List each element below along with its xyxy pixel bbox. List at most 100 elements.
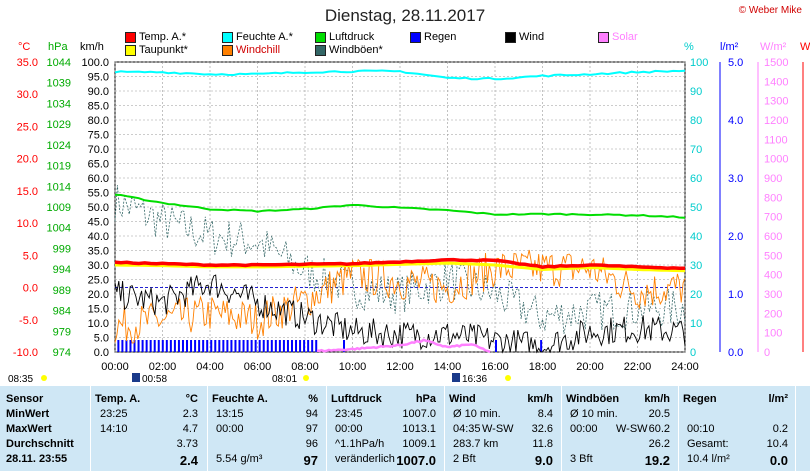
tick-label-humidity: 90 (690, 86, 702, 98)
tick-label-humidity: 80 (690, 115, 702, 127)
tick-label-wind: 35.0 (88, 246, 109, 258)
tick-label-wind: 45.0 (88, 217, 109, 229)
legend-rain: Regen (410, 31, 456, 43)
temp-time: 14:10 (100, 423, 128, 435)
header-temp-unit: °C (185, 393, 198, 405)
tick-label-wind: 55.0 (88, 188, 109, 200)
wind-info: Ø 10 min. (453, 408, 501, 420)
tick-label-pressure: 1029 (47, 119, 71, 131)
tick-label-wind: 40.0 (88, 231, 109, 243)
tick-label-solar: 1200 (764, 115, 788, 127)
pressure-time: 23:45 (335, 408, 363, 420)
temp-value: 4.7 (182, 423, 198, 435)
rain-bar (177, 340, 180, 352)
rain-bar (145, 340, 148, 352)
tick-label-wind: 15.0 (88, 304, 109, 316)
tick-label-solar: 700 (764, 212, 782, 224)
rain-bar (315, 340, 318, 352)
rain-value: 0.2 (772, 423, 788, 435)
temp-value: 2.4 (179, 453, 198, 468)
rain-bar (190, 340, 193, 352)
rain-bar (282, 340, 285, 352)
sun-icon (303, 375, 309, 381)
stats-table: Sensor Temp. A. °C Feuchte A.% Luftdruck hPa W… (0, 386, 810, 471)
rain-bar (286, 340, 289, 352)
legend-swatch (315, 31, 326, 43)
header-rain-unit: l/m² (768, 393, 788, 405)
tick-label-pressure: 1014 (47, 181, 71, 193)
rain-bar (206, 340, 209, 352)
tick-label-temp: 10.0 (17, 218, 38, 230)
tick-label-temp: -5.0 (19, 315, 38, 327)
rain-bar (149, 340, 152, 352)
tick-label-pressure: 984 (53, 306, 71, 318)
rain-bar (202, 340, 205, 352)
legend-label: Solar (612, 31, 638, 43)
rain-bar (254, 340, 257, 352)
series-line-windchill (114, 249, 686, 344)
rain-bar (230, 340, 233, 352)
rain-bar (246, 340, 249, 352)
tick-label-rain: 5.0 (728, 57, 743, 69)
rain-bar (307, 340, 310, 352)
tick-label-temp: 25.0 (17, 121, 38, 133)
tick-label-solar: 800 (764, 192, 782, 204)
tick-label-pressure: 979 (53, 326, 71, 338)
x-tick-label: 06:00 (244, 361, 272, 373)
tick-label-pressure: 999 (53, 243, 71, 255)
tick-label-wind: 5.0 (94, 333, 109, 345)
axis-unit-pressure: hPa (48, 41, 68, 53)
tick-label-humidity: 20 (690, 289, 702, 301)
table-column-separator (444, 386, 445, 471)
tick-label-solar: 500 (764, 250, 782, 262)
x-tick-label: 22:00 (624, 361, 652, 373)
sun-icon (505, 375, 511, 381)
rain-bar (125, 340, 128, 352)
row-label: 28.11. 23:55 (6, 453, 68, 465)
axis-unit-temp: °C (18, 41, 30, 53)
legend-swatch (125, 44, 136, 56)
tick-label-temp: 0.0 (23, 283, 38, 295)
tick-label-humidity: 100 (690, 57, 708, 69)
row-label: MinWert (6, 408, 50, 420)
marker-left-time: 08:35 (8, 374, 33, 385)
tick-label-pressure: 989 (53, 285, 71, 297)
tick-label-temp: -10.0 (13, 347, 38, 359)
axis-unit-solar: W/m² (760, 41, 787, 53)
humidity-time: 13:15 (216, 408, 244, 420)
pressure-value: 1009.1 (402, 438, 436, 450)
x-tick-label: 16:00 (481, 361, 509, 373)
legend-label: Windböen* (329, 44, 383, 56)
tick-label-rain: 3.0 (728, 173, 743, 185)
rain-bar (295, 340, 298, 352)
rain-bar (210, 340, 213, 352)
tick-label-wind: 30.0 (88, 260, 109, 272)
tick-label-wind: 0.0 (94, 347, 109, 359)
tick-label-humidity: 30 (690, 260, 702, 272)
tick-label-humidity: 40 (690, 231, 702, 243)
series-line-windben (114, 185, 686, 334)
rain-bar (165, 340, 168, 352)
tick-label-pressure: 1024 (47, 140, 71, 152)
tick-label-humidity: 60 (690, 173, 702, 185)
header-humidity-unit: % (308, 393, 318, 405)
pressure-value: 1007.0 (402, 408, 436, 420)
wind-info: 2 Bft (453, 453, 476, 465)
tick-label-pressure: 1034 (47, 98, 71, 110)
tick-label-rain: 4.0 (728, 115, 743, 127)
tick-label-wind: 90.0 (88, 86, 109, 98)
tick-label-pressure: 1009 (47, 202, 71, 214)
rain-bar (194, 340, 197, 352)
x-tick-label: 14:00 (434, 361, 462, 373)
series-line-taupunkt (114, 261, 686, 273)
wind-info: 283.7 km (453, 438, 499, 450)
header-rain: Regen (683, 393, 717, 405)
gust-value: 20.5 (648, 408, 670, 420)
rain-bar (141, 340, 144, 352)
legend-swatch (598, 31, 609, 43)
rain-bar (137, 340, 140, 352)
temp-value: 2.3 (182, 408, 198, 420)
temp-time: 23:25 (100, 408, 128, 420)
rain-info: Gesamt: (687, 438, 729, 450)
series-line-feuchtea (114, 69, 686, 81)
